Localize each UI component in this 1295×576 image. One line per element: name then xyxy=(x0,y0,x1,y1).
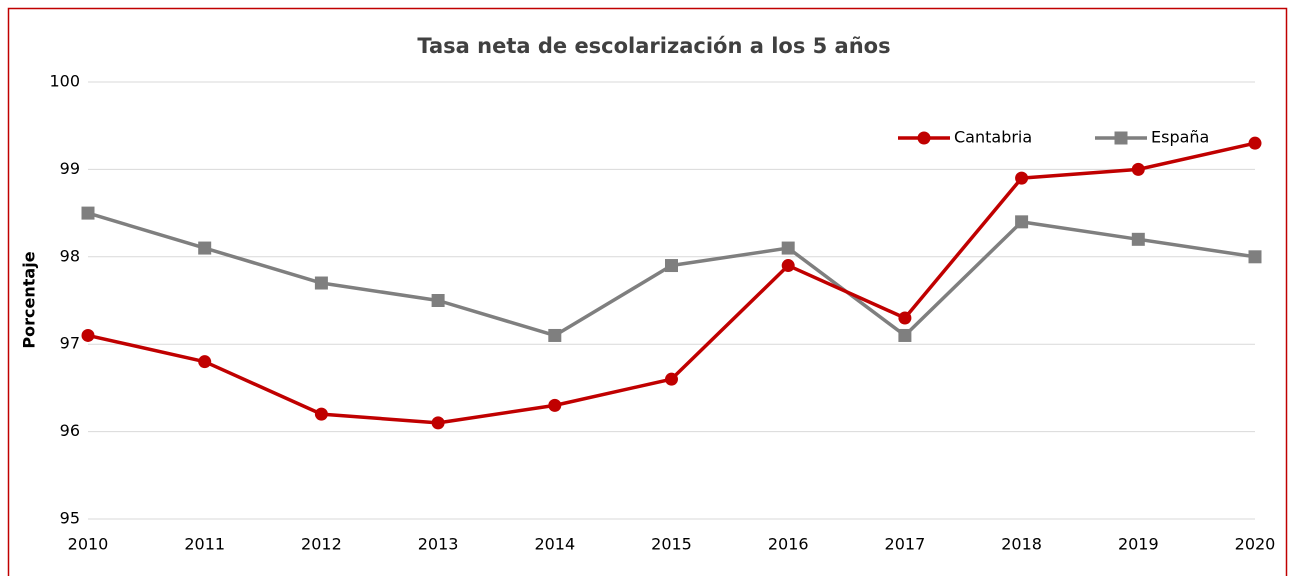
point-marker xyxy=(1015,171,1029,185)
point-marker xyxy=(1015,215,1029,229)
chart-frame xyxy=(7,7,1288,576)
y-tick-label: 96 xyxy=(60,421,80,440)
y-tick-label: 99 xyxy=(60,159,80,178)
point-marker xyxy=(898,328,912,342)
point-marker xyxy=(198,355,212,369)
point-marker xyxy=(898,311,912,325)
point-marker xyxy=(431,294,445,307)
x-tick-label: 2019 xyxy=(1118,535,1159,554)
point-marker xyxy=(1131,162,1145,176)
point-marker xyxy=(781,259,795,273)
chart-title: Tasa neta de escolarización a los 5 años xyxy=(417,34,890,58)
legend-marker xyxy=(1114,131,1128,145)
x-tick-label: 2018 xyxy=(1001,535,1042,554)
legend-marker xyxy=(917,131,931,145)
point-marker xyxy=(1131,232,1145,246)
point-marker xyxy=(548,398,562,412)
x-tick-label: 2013 xyxy=(418,535,459,554)
point-marker xyxy=(1248,136,1262,150)
point-marker xyxy=(665,372,678,386)
point-marker xyxy=(314,407,328,421)
point-marker xyxy=(314,276,328,290)
x-tick-label: 2012 xyxy=(301,535,342,554)
point-marker xyxy=(781,241,795,255)
x-tick-label: 2016 xyxy=(768,535,809,554)
point-marker xyxy=(1248,250,1262,264)
y-axis-label: Porcentaje xyxy=(20,251,39,348)
x-tick-label: 2015 xyxy=(651,535,692,554)
point-marker xyxy=(431,416,445,430)
x-tick-label: 2017 xyxy=(885,535,926,554)
point-marker xyxy=(548,328,562,342)
x-tick-label: 2010 xyxy=(68,535,109,554)
point-marker xyxy=(81,328,95,342)
legend-label: Cantabria xyxy=(954,128,1032,147)
x-tick-label: 2020 xyxy=(1235,535,1276,554)
x-tick-label: 2014 xyxy=(534,535,575,554)
y-tick-label: 98 xyxy=(60,246,80,265)
point-marker xyxy=(665,259,678,273)
y-tick-label: 100 xyxy=(49,72,80,91)
legend-label: España xyxy=(1151,128,1209,147)
point-marker xyxy=(198,241,212,255)
y-tick-label: 97 xyxy=(60,334,80,353)
point-marker xyxy=(81,206,95,220)
y-tick-label: 95 xyxy=(60,509,80,528)
x-tick-label: 2011 xyxy=(184,535,225,554)
